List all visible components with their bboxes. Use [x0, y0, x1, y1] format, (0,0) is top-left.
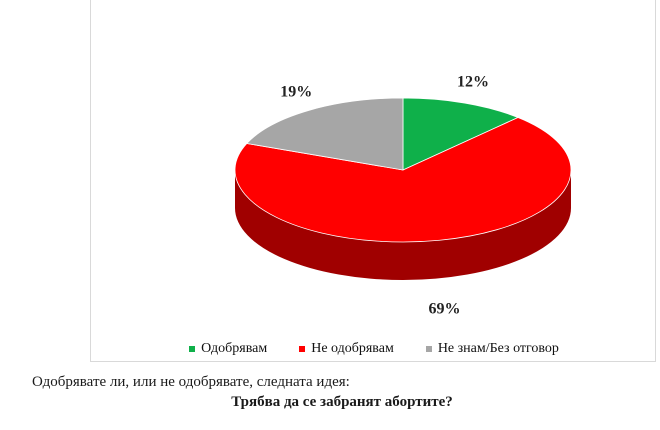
legend-swatch-3: [425, 346, 432, 352]
caption: Одобрявате ли, или не одобрявате, следна…: [32, 372, 632, 412]
pie-tops: [234, 97, 572, 243]
pie-chart: 12% 69% 19%: [234, 74, 572, 318]
legend-label-3: Не знам/Без отговор: [437, 341, 559, 356]
legend-label-2: Не одобрявам: [311, 341, 394, 356]
legend-item-2: Не одобрявам: [299, 341, 394, 357]
legend-swatch-2: [299, 346, 306, 352]
survey-idea: Трябва да се забранят абортите?: [231, 394, 453, 410]
survey-question: Одобрявате ли, или не одобрявате, следна…: [32, 374, 350, 390]
legend-item-3: Не знам/Без отговор: [425, 341, 559, 357]
pie-slice-2: [234, 117, 572, 243]
legend: Одобрявам Не одобрявам Не знам/Без отговор: [91, 338, 657, 360]
pie-labels: 12% 69% 19%: [280, 74, 489, 318]
pie-label-3: 19%: [280, 83, 312, 100]
pie-slice-1: [402, 97, 520, 171]
chart-frame: 12% 69% 19% Одобрявам Не одобрявам Не знам/Б…: [90, 0, 656, 362]
legend-item-1: Одобрявам: [189, 341, 267, 357]
pie-label-2: 69%: [428, 301, 460, 318]
legend-label-1: Одобрявам: [201, 341, 268, 356]
legend-swatch-1: [189, 346, 196, 352]
pie-side-2: [235, 170, 571, 280]
pie-label-1: 12%: [457, 74, 489, 91]
pie-sides: [235, 170, 571, 280]
pie-slice-3: [246, 97, 404, 171]
